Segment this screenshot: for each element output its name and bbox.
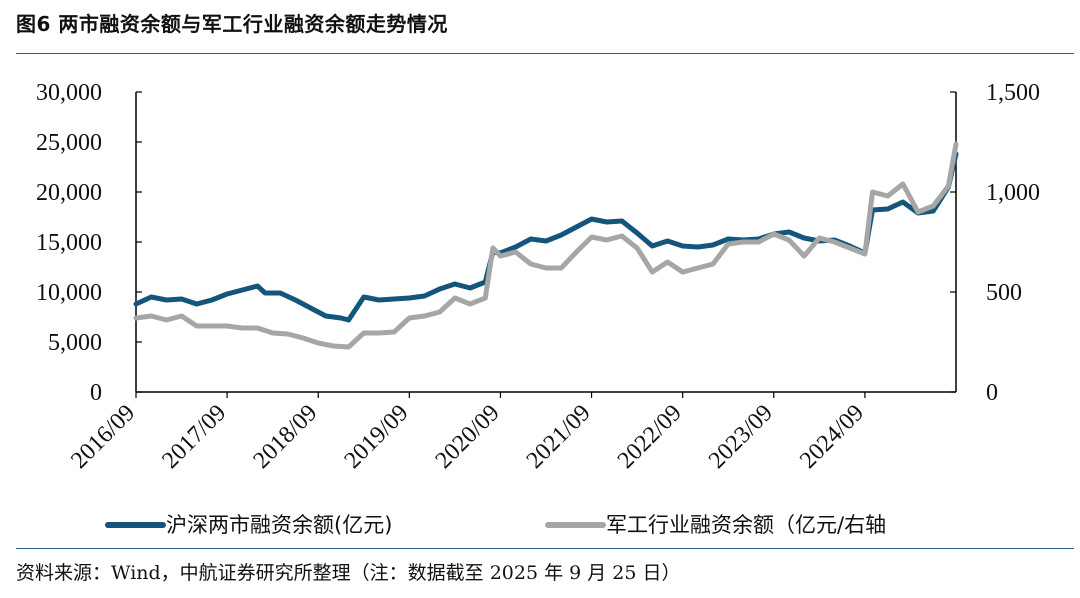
right-y-tick-label: 500	[986, 280, 1022, 306]
source-note: 资料来源：Wind，中航证券研究所整理（注：数据截至 2025 年 9 月 25…	[16, 562, 681, 584]
left-y-tick-label: 25,000	[36, 130, 102, 156]
x-tick-label: 2017/09	[157, 400, 231, 474]
right-y-tick-label: 1,500	[986, 80, 1040, 106]
legend-label: 军工行业融资余额（亿元/右轴	[606, 513, 886, 537]
x-tick-label: 2019/09	[340, 400, 414, 474]
x-tick-label: 2016/09	[66, 400, 140, 474]
x-axis-labels: 2016/09 2017/09 2018/09 2019/09 2020/09 2021/…	[66, 400, 869, 474]
series-line-margin-total	[133, 151, 959, 323]
x-tick-label: 2020/09	[431, 400, 505, 474]
series-lines	[133, 141, 959, 350]
left-y-tick-label: 20,000	[36, 180, 102, 206]
axes: 0 5,000 10,000 15,000 20,000 25,000 30,000 0 500…	[36, 80, 1040, 406]
right-y-tick-label: 1,000	[986, 180, 1040, 206]
x-tick-label: 2023/09	[704, 400, 778, 474]
left-y-tick-label: 30,000	[36, 80, 102, 106]
left-y-tick-label: 10,000	[36, 280, 102, 306]
x-tick-label: 2018/09	[248, 400, 322, 474]
x-tick-label: 2024/09	[795, 400, 869, 474]
left-y-tick-label: 15,000	[36, 230, 102, 256]
source-rule	[16, 548, 1074, 549]
left-y-tick-label: 0	[90, 380, 102, 406]
x-tick-label: 2022/09	[613, 400, 687, 474]
legend-label: 沪深两市融资余额(亿元)	[166, 513, 392, 537]
left-y-tick-label: 5,000	[48, 330, 102, 356]
right-y-tick-label: 0	[986, 380, 998, 406]
title-rule	[16, 53, 1074, 54]
chart-title: 图6 两市融资余额与军工行业融资余额走势情况	[16, 12, 448, 36]
series-line-defense-margin	[133, 141, 959, 350]
legend: 沪深两市融资余额(亿元) 军工行业融资余额（亿元/右轴	[105, 513, 886, 537]
x-tick-label: 2021/09	[522, 400, 596, 474]
